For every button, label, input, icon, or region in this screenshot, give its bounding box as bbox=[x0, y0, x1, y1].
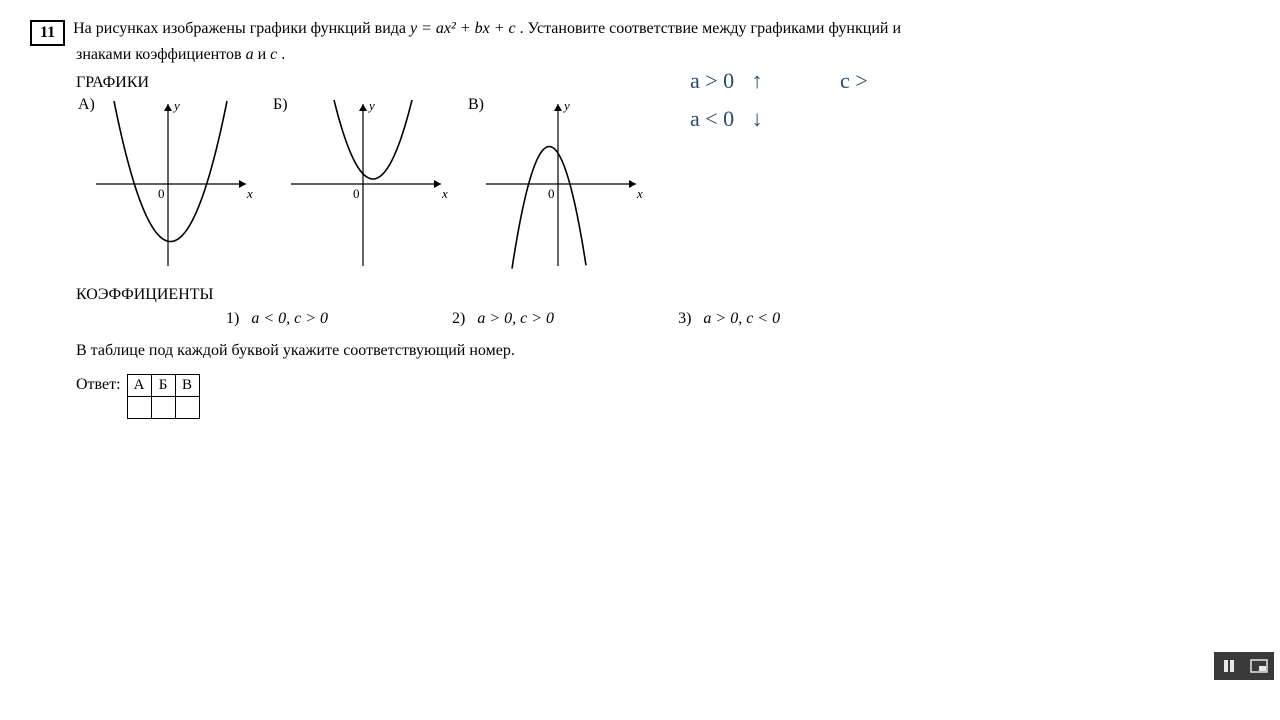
coef-option-3: 3) a > 0, c < 0 bbox=[678, 310, 780, 328]
graph-c-svg: 0 x y bbox=[466, 96, 651, 271]
answer-table: А Б В bbox=[127, 374, 200, 419]
pause-button[interactable] bbox=[1219, 657, 1239, 675]
coefficients-title: КОЭФФИЦИЕНТЫ bbox=[76, 286, 1250, 304]
hw-a-gt-0: a > 0 bbox=[690, 68, 734, 93]
arrow-down-icon: ↓ bbox=[752, 106, 763, 132]
problem-formula: y = ax² + bx + c bbox=[410, 20, 516, 37]
answer-row: Ответ: А Б В bbox=[76, 374, 1250, 419]
problem-text-2: . Установите соответствие между графикам… bbox=[520, 20, 901, 37]
graph-b-label: Б) bbox=[273, 96, 288, 114]
svg-text:x: x bbox=[246, 186, 253, 201]
svg-text:y: y bbox=[172, 98, 180, 113]
graph-c-label: В) bbox=[468, 96, 484, 114]
coef-c: c bbox=[270, 46, 277, 63]
svg-text:0: 0 bbox=[548, 186, 555, 201]
picture-in-picture-icon bbox=[1250, 659, 1268, 673]
graph-b-block: Б) 0 x y bbox=[271, 96, 456, 276]
handwriting-c: c > bbox=[840, 68, 868, 94]
problem-header: 11 На рисунках изображены графики функци… bbox=[30, 20, 1250, 64]
instruction-text: В таблице под каждой буквой укажите соот… bbox=[76, 342, 1250, 360]
table-row bbox=[127, 397, 199, 419]
coef-3-text: a > 0, c < 0 bbox=[703, 310, 780, 327]
table-row: А Б В bbox=[127, 375, 199, 397]
graph-c-block: В) 0 x y bbox=[466, 96, 651, 276]
problem-text-line2: знаками коэффициентов bbox=[76, 46, 246, 63]
coef-1-num: 1) bbox=[226, 310, 239, 327]
picture-mode-button[interactable] bbox=[1249, 657, 1269, 675]
handwriting-a-pos: a > 0 ↑ bbox=[690, 68, 763, 94]
graphs-row: А) 0 x y Б) 0 x y В) 0 x y bbox=[76, 96, 1250, 276]
coef-3-num: 3) bbox=[678, 310, 691, 327]
hw-c-gt: c > bbox=[840, 68, 868, 93]
svg-text:x: x bbox=[441, 186, 448, 201]
problem-line2: знаками коэффициентов a и c . bbox=[76, 46, 1250, 64]
coef-option-2: 2) a > 0, c > 0 bbox=[452, 310, 554, 328]
svg-text:x: x bbox=[636, 186, 643, 201]
pause-icon bbox=[1223, 659, 1235, 673]
graphs-title: ГРАФИКИ bbox=[76, 74, 1250, 92]
period: . bbox=[281, 46, 285, 63]
svg-text:0: 0 bbox=[353, 186, 360, 201]
handwriting-a-neg: a < 0 ↓ bbox=[690, 106, 763, 132]
page: 11 На рисунках изображены графики функци… bbox=[0, 0, 1280, 439]
coef-option-1: 1) a < 0, c > 0 bbox=[226, 310, 328, 328]
hw-a-lt-0: a < 0 bbox=[690, 106, 734, 131]
arrow-up-icon: ↑ bbox=[752, 68, 763, 94]
answer-header-c: В bbox=[175, 375, 199, 397]
answer-cell-a[interactable] bbox=[127, 397, 151, 419]
graph-a-label: А) bbox=[78, 96, 95, 114]
svg-text:y: y bbox=[367, 98, 375, 113]
graph-a-svg: 0 x y bbox=[76, 96, 261, 271]
answer-cell-c[interactable] bbox=[175, 397, 199, 419]
video-controls-bar bbox=[1214, 652, 1274, 680]
problem-number-box: 11 bbox=[30, 20, 65, 46]
answer-header-b: Б bbox=[151, 375, 175, 397]
problem-text-1: На рисунках изображены графики функций в… bbox=[73, 20, 410, 37]
coefficients-row: 1) a < 0, c > 0 2) a > 0, c > 0 3) a > 0… bbox=[76, 310, 1250, 328]
answer-label: Ответ: bbox=[76, 376, 121, 394]
coef-2-text: a > 0, c > 0 bbox=[477, 310, 554, 327]
and-text: и bbox=[258, 46, 271, 63]
coef-1-text: a < 0, c > 0 bbox=[251, 310, 328, 327]
graph-a-block: А) 0 x y bbox=[76, 96, 261, 276]
coef-2-num: 2) bbox=[452, 310, 465, 327]
svg-text:0: 0 bbox=[158, 186, 165, 201]
answer-header-a: А bbox=[127, 375, 151, 397]
answer-cell-b[interactable] bbox=[151, 397, 175, 419]
graph-b-svg: 0 x y bbox=[271, 96, 456, 271]
coef-a: a bbox=[246, 46, 254, 63]
svg-text:y: y bbox=[562, 98, 570, 113]
